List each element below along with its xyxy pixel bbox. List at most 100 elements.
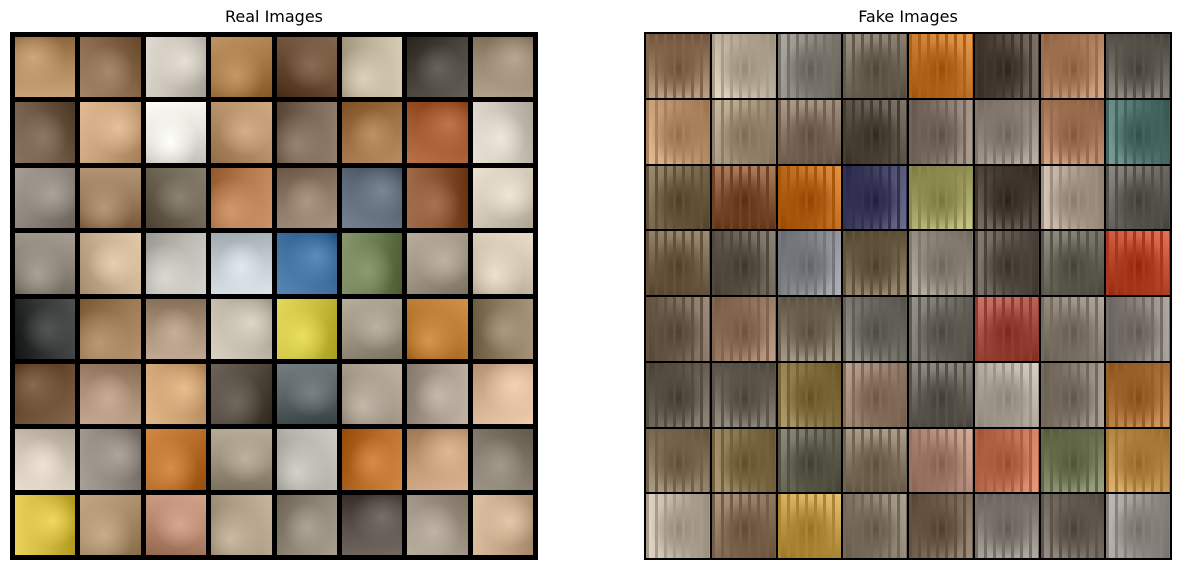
fake-image-tile	[711, 428, 776, 493]
real-image-tile	[15, 102, 76, 163]
real-image-tile	[341, 167, 403, 229]
fake-image-tile	[711, 494, 776, 558]
fake-image-tile	[646, 99, 710, 164]
real-image-tile	[341, 363, 403, 425]
fake-image-tile	[711, 231, 776, 295]
fake-images-grid	[644, 32, 1172, 560]
fake-image-tile	[1106, 297, 1170, 361]
real-image-tile	[15, 429, 76, 490]
real-image-tile	[15, 233, 76, 294]
real-image-tile	[407, 102, 468, 163]
real-image-tile	[407, 233, 468, 294]
real-image-tile	[15, 363, 76, 425]
fake-image-tile	[777, 231, 842, 295]
fake-image-tile	[974, 165, 1039, 230]
fake-image-tile	[777, 34, 842, 98]
fake-image-tile	[843, 297, 907, 361]
fake-image-tile	[711, 165, 776, 230]
fake-image-tile	[1040, 494, 1105, 558]
fake-image-tile	[843, 34, 907, 98]
real-image-tile	[341, 429, 403, 490]
real-image-tile	[80, 429, 141, 490]
fake-image-tile	[909, 494, 973, 558]
fake-image-tile	[909, 362, 973, 427]
fake-image-tile	[646, 428, 710, 493]
fake-image-tile	[646, 297, 710, 361]
real-image-tile	[211, 363, 272, 425]
fake-image-tile	[843, 362, 907, 427]
fake-image-tile	[711, 297, 776, 361]
fake-image-tile	[1106, 99, 1170, 164]
real-image-tile	[472, 233, 533, 294]
fake-image-tile	[909, 297, 973, 361]
real-image-tile	[145, 233, 207, 294]
real-image-tile	[211, 37, 272, 98]
fake-image-tile	[843, 494, 907, 558]
fake-image-tile	[909, 165, 973, 230]
fake-image-tile	[777, 428, 842, 493]
real-image-tile	[472, 298, 533, 359]
real-image-tile	[80, 494, 141, 555]
real-image-tile	[15, 298, 76, 359]
real-image-tile	[472, 167, 533, 229]
fake-image-tile	[974, 362, 1039, 427]
fake-image-tile	[711, 34, 776, 98]
real-image-tile	[407, 429, 468, 490]
fake-image-tile	[974, 297, 1039, 361]
fake-image-tile	[909, 428, 973, 493]
real-image-tile	[145, 429, 207, 490]
real-image-tile	[211, 429, 272, 490]
fake-image-tile	[646, 165, 710, 230]
real-image-tile	[15, 167, 76, 229]
real-image-tile	[276, 167, 337, 229]
real-image-tile	[276, 298, 337, 359]
real-image-tile	[407, 37, 468, 98]
fake-image-tile	[711, 99, 776, 164]
fake-image-tile	[974, 34, 1039, 98]
real-image-tile	[341, 494, 403, 555]
fake-image-tile	[974, 231, 1039, 295]
real-image-tile	[472, 37, 533, 98]
fake-image-tile	[843, 231, 907, 295]
fake-image-tile	[777, 165, 842, 230]
fake-image-tile	[711, 362, 776, 427]
real-image-tile	[15, 494, 76, 555]
fake-image-tile	[843, 165, 907, 230]
real-image-tile	[341, 298, 403, 359]
real-image-tile	[211, 494, 272, 555]
fake-image-tile	[777, 99, 842, 164]
real-image-tile	[80, 167, 141, 229]
real-image-tile	[407, 167, 468, 229]
real-image-tile	[211, 167, 272, 229]
fake-image-tile	[1040, 231, 1105, 295]
real-image-tile	[145, 37, 207, 98]
real-image-tile	[472, 363, 533, 425]
real-image-tile	[276, 37, 337, 98]
real-image-tile	[341, 233, 403, 294]
real-image-tile	[145, 494, 207, 555]
fake-image-tile	[1040, 297, 1105, 361]
fake-image-tile	[1106, 362, 1170, 427]
real-image-tile	[276, 102, 337, 163]
fake-image-tile	[777, 297, 842, 361]
real-image-tile	[341, 102, 403, 163]
fake-image-tile	[1106, 165, 1170, 230]
fake-image-tile	[646, 362, 710, 427]
real-image-tile	[211, 298, 272, 359]
fake-image-tile	[974, 99, 1039, 164]
real-image-tile	[276, 233, 337, 294]
real-image-tile	[276, 363, 337, 425]
fake-image-tile	[777, 362, 842, 427]
fake-image-tile	[646, 231, 710, 295]
real-image-tile	[472, 102, 533, 163]
fake-image-tile	[909, 99, 973, 164]
real-images-grid	[10, 32, 538, 560]
real-image-tile	[407, 494, 468, 555]
fake-image-tile	[1040, 99, 1105, 164]
fake-image-tile	[646, 34, 710, 98]
fake-image-tile	[843, 99, 907, 164]
real-image-tile	[407, 298, 468, 359]
fake-image-tile	[843, 428, 907, 493]
real-image-tile	[80, 233, 141, 294]
real-image-tile	[80, 363, 141, 425]
